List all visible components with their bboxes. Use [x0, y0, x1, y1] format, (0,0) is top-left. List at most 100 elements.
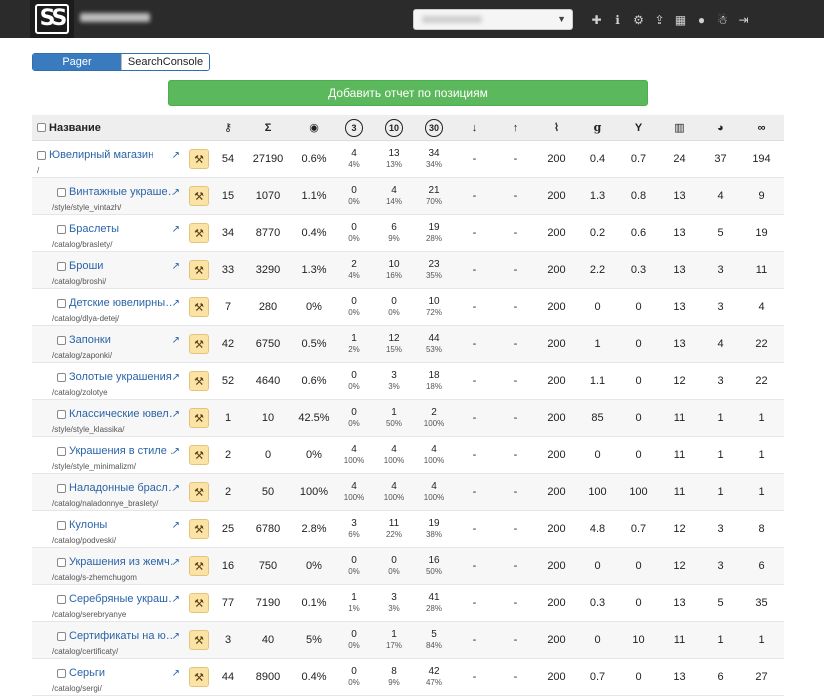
row-checkbox[interactable] [37, 150, 46, 160]
external-link-icon[interactable]: ↗ [171, 520, 180, 531]
page-name-link[interactable]: Кулоны [69, 519, 108, 531]
row-checkbox[interactable] [57, 335, 66, 345]
row-checkbox[interactable] [57, 261, 66, 271]
stats-value: 13 [673, 597, 686, 609]
upload-icon[interactable]: ⇪ [654, 12, 665, 27]
row-checkbox[interactable] [57, 298, 66, 308]
row-checkbox[interactable] [57, 372, 66, 382]
hammer-icon[interactable]: ⚒ [189, 149, 209, 169]
tab-pager[interactable]: Pager [33, 54, 121, 70]
page-name-link[interactable]: Запонки [69, 334, 111, 346]
header-top10[interactable]: 10 [374, 115, 414, 140]
row-checkbox[interactable] [57, 409, 66, 419]
header-keywords[interactable]: ⚷ [214, 115, 242, 140]
site-select[interactable]: ▼ [413, 9, 573, 30]
hammer-icon[interactable]: ⚒ [189, 260, 209, 280]
page-name-link[interactable]: Классические ювел… [69, 408, 173, 420]
top10-cell: 4 100% [374, 437, 414, 473]
external-link-icon[interactable]: ↗ [171, 446, 180, 457]
page-name-link[interactable]: Наладонные брасл… [69, 482, 173, 494]
top30-count: 41 [428, 591, 440, 603]
hammer-icon[interactable]: ⚒ [189, 593, 209, 613]
external-link-icon[interactable]: ↗ [171, 409, 180, 420]
tab-searchconsole[interactable]: SearchConsole [121, 54, 209, 70]
row-checkbox[interactable] [57, 483, 66, 493]
top3-count: 1 [351, 591, 357, 603]
header-up[interactable]: ↑ [495, 115, 536, 140]
hammer-icon[interactable]: ⚒ [189, 223, 209, 243]
row-checkbox[interactable] [57, 224, 66, 234]
top3-count: 1 [351, 332, 357, 344]
bug-icon[interactable]: ☃ [717, 12, 728, 27]
grid-icon[interactable]: ▦ [674, 12, 687, 27]
header-links[interactable]: ∞ [741, 115, 782, 140]
row-checkbox[interactable] [57, 631, 66, 641]
info-icon[interactable]: ℹ [615, 12, 620, 27]
hammer-icon[interactable]: ⚒ [189, 519, 209, 539]
hammer-icon[interactable]: ⚒ [189, 445, 209, 465]
header-down[interactable]: ↓ [454, 115, 495, 140]
google-value: 0.4 [589, 153, 606, 165]
keywords-count: 15 [221, 190, 235, 202]
hammer-icon[interactable]: ⚒ [189, 297, 209, 317]
page-name-link[interactable]: Серебряные украш… [69, 593, 173, 605]
row-checkbox[interactable] [57, 187, 66, 197]
hammer-icon[interactable]: ⚒ [189, 667, 209, 687]
gears-icon[interactable]: ⚙ [633, 12, 644, 27]
add-report-button[interactable]: Добавить отчет по позициям [168, 80, 648, 106]
row-checkbox[interactable] [57, 520, 66, 530]
page-name-link[interactable]: Серьги [69, 667, 106, 679]
header-globe[interactable]: ◕ [700, 115, 741, 140]
header-stats[interactable]: ▥ [659, 115, 700, 140]
header-status[interactable]: ⌇ [536, 115, 577, 140]
page-name-link[interactable]: Ювелирный магазин [49, 149, 153, 161]
header-volume[interactable]: Σ [242, 115, 294, 140]
hammer-icon[interactable]: ⚒ [189, 630, 209, 650]
page-name-link[interactable]: Броши [69, 260, 104, 272]
external-link-icon[interactable]: ↗ [171, 668, 180, 679]
external-link-icon[interactable]: ↗ [171, 261, 180, 272]
logout-icon[interactable]: ⇥ [738, 12, 749, 27]
top30-count: 21 [428, 184, 440, 196]
row-checkbox[interactable] [57, 594, 66, 604]
external-link-icon[interactable]: ↗ [171, 335, 180, 346]
hammer-icon[interactable]: ⚒ [189, 408, 209, 428]
header-name[interactable]: Название [32, 115, 184, 140]
page-name-link[interactable]: Украшения из жемч… [69, 556, 173, 568]
page-name-link[interactable]: Золотые украшения [69, 371, 172, 383]
row-checkbox[interactable] [57, 446, 66, 456]
header-yandex[interactable]: Y [618, 115, 659, 140]
hammer-icon[interactable]: ⚒ [189, 371, 209, 391]
plus-icon[interactable]: ✚ [591, 12, 602, 27]
external-link-icon[interactable]: ↗ [171, 631, 180, 642]
page-name-link[interactable]: Сертификаты на ю… [69, 630, 173, 642]
header-top3[interactable]: 3 [334, 115, 374, 140]
external-link-icon[interactable]: ↗ [171, 298, 180, 309]
page-name-link[interactable]: Украшения в стиле … [69, 445, 173, 457]
header-google[interactable]: g [577, 115, 618, 140]
external-link-icon[interactable]: ↗ [171, 372, 180, 383]
down-value: - [472, 560, 477, 572]
header-top30[interactable]: 30 [414, 115, 454, 140]
page-name-link[interactable]: Детские ювелирны… [69, 297, 173, 309]
external-link-icon[interactable]: ↗ [171, 483, 180, 494]
header-actions [184, 115, 214, 140]
external-link-icon[interactable]: ↗ [171, 150, 180, 161]
hammer-icon[interactable]: ⚒ [189, 186, 209, 206]
external-link-icon[interactable]: ↗ [171, 187, 180, 198]
hammer-icon[interactable]: ⚒ [189, 482, 209, 502]
row-checkbox[interactable] [57, 557, 66, 567]
hammer-icon[interactable]: ⚒ [189, 556, 209, 576]
external-link-icon[interactable]: ↗ [171, 594, 180, 605]
external-link-icon[interactable]: ↗ [171, 557, 180, 568]
page-name-link[interactable]: Браслеты [69, 223, 120, 235]
logo[interactable]: SS [30, 0, 74, 38]
external-link-icon[interactable]: ↗ [171, 224, 180, 235]
user-icon[interactable]: ● [697, 12, 706, 27]
header-ctr[interactable]: ◉ [294, 115, 334, 140]
hammer-icon[interactable]: ⚒ [189, 334, 209, 354]
globe-value-cell: 1 [700, 474, 741, 510]
page-name-link[interactable]: Винтажные украше… [69, 186, 173, 198]
select-all-checkbox[interactable] [37, 123, 46, 132]
row-checkbox[interactable] [57, 668, 66, 678]
